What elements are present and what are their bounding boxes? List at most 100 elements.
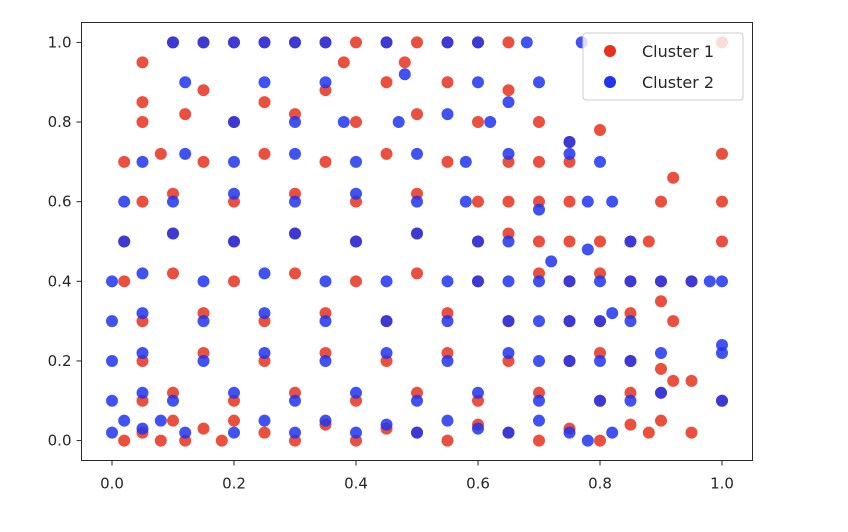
point-series-2 (289, 227, 301, 240)
point-series-1 (642, 235, 655, 248)
legend: Cluster 1 Cluster 2 (582, 32, 744, 101)
y-tick-label: 0.8 (48, 113, 72, 131)
point-series-1 (411, 108, 423, 121)
point-series-2 (136, 422, 149, 435)
point-series-2 (106, 354, 118, 367)
point-series-2 (228, 235, 240, 248)
point-series-2 (502, 315, 515, 328)
point-series-1 (667, 374, 680, 387)
point-series-2 (136, 155, 149, 168)
point-series-1 (716, 235, 728, 248)
point-series-2 (289, 195, 301, 208)
point-series-2 (167, 195, 179, 208)
point-series-1 (258, 147, 271, 160)
point-series-2 (197, 36, 210, 49)
legend-marker-cluster-2 (604, 76, 616, 88)
point-series-2 (594, 275, 606, 288)
point-series-2 (289, 116, 301, 129)
point-series-2 (380, 346, 393, 359)
point-series-2 (472, 386, 484, 399)
point-series-2 (716, 394, 728, 407)
legend-label-cluster-1: Cluster 1 (642, 42, 714, 61)
point-series-2 (502, 346, 515, 359)
legend-label-cluster-2: Cluster 2 (642, 73, 714, 92)
points-layer (106, 36, 728, 447)
point-series-2 (563, 426, 576, 439)
point-series-2 (533, 354, 545, 367)
point-series-2 (258, 307, 271, 320)
point-series-1 (441, 76, 454, 89)
point-series-1 (154, 147, 167, 160)
point-series-2 (594, 155, 606, 168)
point-series-2 (624, 354, 637, 367)
point-series-2 (258, 414, 271, 427)
point-series-1 (667, 171, 680, 184)
y-axis: 0.0 0.2 0.4 0.6 0.8 1.0 (48, 33, 82, 450)
point-series-1 (136, 116, 149, 129)
point-series-2 (289, 36, 301, 49)
point-series-1 (118, 155, 131, 168)
point-series-2 (228, 386, 240, 399)
point-series-2 (136, 267, 149, 280)
point-series-1 (258, 426, 271, 439)
point-series-2 (441, 275, 454, 288)
point-series-1 (154, 434, 167, 447)
x-tick-label: 0.8 (588, 475, 612, 493)
point-series-1 (655, 362, 667, 375)
point-series-1 (350, 116, 362, 129)
point-series-1 (350, 36, 362, 49)
point-series-2 (459, 195, 472, 208)
point-series-1 (319, 155, 332, 168)
point-series-2 (716, 339, 728, 352)
point-series-2 (459, 155, 472, 168)
point-series-2 (441, 354, 454, 367)
point-series-2 (350, 155, 362, 168)
point-series-2 (581, 195, 594, 208)
point-series-2 (502, 275, 515, 288)
point-series-2 (441, 414, 454, 427)
point-series-1 (563, 195, 576, 208)
point-series-2 (228, 116, 240, 129)
point-series-1 (533, 116, 545, 129)
point-series-2 (228, 187, 240, 200)
point-series-2 (319, 36, 332, 49)
point-series-2 (258, 267, 271, 280)
point-series-1 (655, 414, 667, 427)
point-series-2 (167, 394, 179, 407)
point-series-2 (350, 187, 362, 200)
point-series-2 (228, 426, 240, 439)
legend-box (582, 32, 744, 101)
x-tick-label: 0.6 (466, 475, 490, 493)
point-series-2 (624, 394, 637, 407)
point-series-1 (136, 195, 149, 208)
point-series-2 (594, 394, 606, 407)
point-series-2 (563, 135, 576, 148)
point-series-1 (136, 96, 149, 109)
point-series-1 (380, 76, 393, 89)
point-series-1 (441, 155, 454, 168)
x-tick-label: 0.2 (222, 475, 246, 493)
point-series-2 (545, 255, 558, 268)
point-series-2 (655, 386, 667, 399)
point-series-1 (380, 147, 393, 160)
point-series-1 (533, 434, 545, 447)
point-series-2 (179, 147, 192, 160)
point-series-1 (167, 414, 179, 427)
point-series-2 (106, 426, 118, 439)
point-series-1 (289, 267, 301, 280)
point-series-2 (319, 76, 332, 89)
point-series-2 (106, 275, 118, 288)
point-series-2 (472, 275, 484, 288)
point-series-1 (502, 195, 515, 208)
point-series-2 (337, 116, 350, 129)
point-series-2 (441, 36, 454, 49)
point-series-2 (350, 426, 362, 439)
point-series-2 (716, 275, 728, 288)
point-series-1 (472, 195, 484, 208)
point-series-1 (594, 124, 606, 137)
point-series-2 (289, 426, 301, 439)
point-series-2 (289, 394, 301, 407)
point-series-1 (716, 147, 728, 160)
point-series-2 (484, 116, 497, 129)
